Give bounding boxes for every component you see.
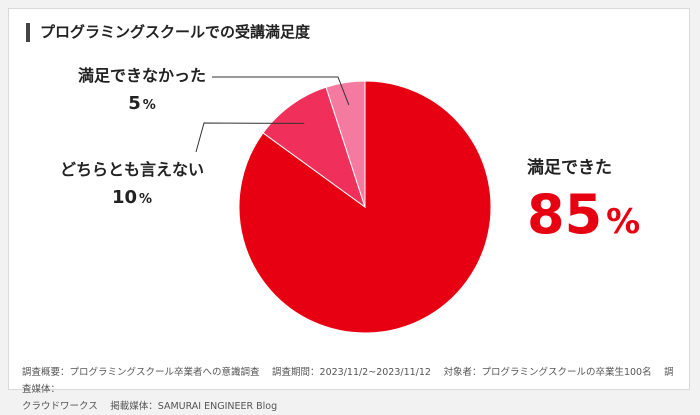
leader-line-neutral <box>195 122 305 153</box>
pie-slice-1 <box>262 86 366 209</box>
footnote-line-2: クラウドワークス 掲載媒体：SAMURAI ENGINEER Blog <box>22 401 278 412</box>
label-satisfied-value: 85% <box>527 183 641 246</box>
label-neutral-value: 10% <box>111 187 153 208</box>
leader-line-unsatisfied <box>212 76 350 106</box>
label-satisfied-name: 満足できた <box>527 158 612 178</box>
label-unsatisfied: 満足できなかった 5% <box>62 66 222 118</box>
chart-title: プログラミングスクールでの受講満足度 <box>40 23 311 41</box>
label-neutral: どちらとも言えない 10% <box>52 160 212 212</box>
pie-slice-2 <box>325 80 366 208</box>
survey-footnote: 調査概要：プログラミングスクール卒業者への意識調査 調査期間：2023/11/2… <box>22 364 682 415</box>
label-unsatisfied-name: 満足できなかった <box>77 66 206 85</box>
footnote-line-1: 調査概要：プログラミングスクール卒業者への意識調査 調査期間：2023/11/2… <box>22 367 674 395</box>
title-accent-bar <box>26 23 30 42</box>
label-neutral-name: どちらとも言えない <box>59 160 204 179</box>
label-satisfied: 満足できた 85% <box>527 158 640 251</box>
label-unsatisfied-value: 5% <box>128 93 156 114</box>
pie-chart <box>195 76 492 334</box>
